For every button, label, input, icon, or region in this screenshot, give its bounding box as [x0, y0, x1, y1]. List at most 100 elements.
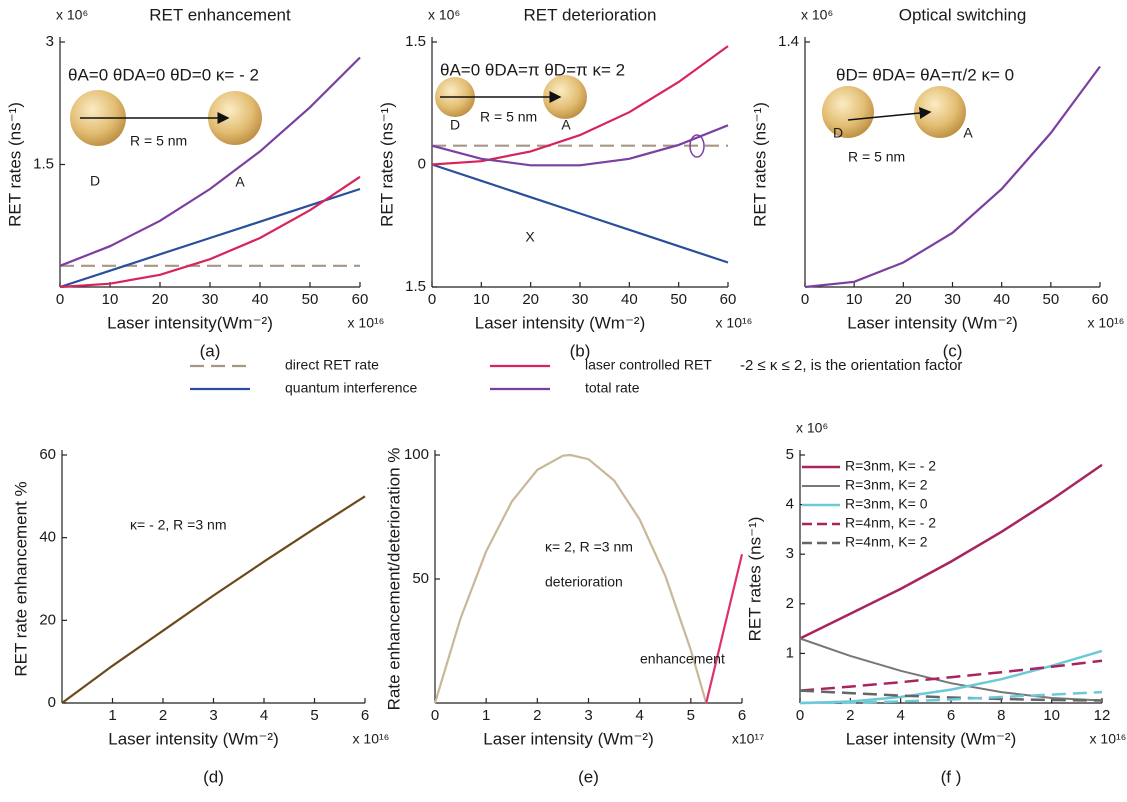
- x-tick-label: 1: [108, 707, 116, 724]
- x-tick-label: 60: [720, 291, 737, 308]
- x-tick-label: 8: [997, 707, 1005, 724]
- series-label: enhancement: [640, 651, 725, 667]
- sphere: [914, 86, 966, 138]
- x-tick-label: 5: [687, 707, 695, 724]
- series-line: [431, 45, 729, 166]
- x-tick-label: 2: [159, 707, 167, 724]
- series-line: [59, 175, 361, 289]
- x-tick-label: 0: [428, 291, 436, 308]
- y-multiplier: x 10⁶: [428, 7, 460, 23]
- annotation: D: [90, 173, 100, 189]
- series-line: [431, 163, 729, 264]
- x-tick-label: 10: [846, 291, 863, 308]
- y-tick-label: 3: [786, 545, 794, 562]
- x-axis-label: Laser intensity (Wm⁻²): [108, 729, 279, 748]
- x-multiplier: x 10¹⁶: [348, 315, 385, 331]
- y-tick-label: 40: [39, 529, 56, 546]
- annotation: θA=0 θDA=0 θD=0 κ= - 2: [68, 65, 259, 84]
- y-tick-label: 2: [786, 595, 794, 612]
- x-tick-label: 0: [431, 707, 439, 724]
- x-tick-label: 40: [252, 291, 269, 308]
- y-tick-label: 3: [46, 33, 54, 50]
- sphere: [208, 91, 262, 145]
- y-tick-label: 100: [404, 446, 429, 463]
- annotation: A: [235, 174, 245, 190]
- legend-label: R=4nm, K= - 2: [845, 515, 936, 531]
- series-line: [799, 463, 1103, 640]
- y-tick-label: 0: [418, 155, 426, 172]
- series-line: [705, 553, 744, 704]
- x-tick-label: 4: [635, 707, 643, 724]
- chart-title: RET deterioration: [524, 5, 657, 24]
- x-tick-label: 50: [670, 291, 687, 308]
- x-axis-label: Laser intensity(Wm⁻²): [107, 313, 273, 332]
- panel-label: (c): [943, 341, 963, 360]
- y-tick-label: 1.5: [405, 278, 426, 295]
- arrow: [847, 107, 932, 121]
- annotation: R = 5 nm: [130, 133, 187, 149]
- y-tick-label: 1.5: [33, 155, 54, 172]
- x-tick-label: 0: [796, 707, 804, 724]
- x-tick-label: 3: [584, 707, 592, 724]
- y-tick-label: 5: [786, 446, 794, 463]
- y-axis-label: RET rate enhancement %: [11, 481, 30, 676]
- series-line: [799, 689, 1103, 702]
- series-line: [433, 453, 708, 704]
- annotation: X: [525, 229, 535, 245]
- x-tick-label: 6: [361, 707, 369, 724]
- x-tick-label: 12: [1094, 707, 1111, 724]
- annotation: κ= 2, R =3 nm: [545, 539, 633, 555]
- legend-label: R=4nm, K= 2: [845, 534, 928, 550]
- x-tick-label: 10: [102, 291, 119, 308]
- panel-label: (e): [578, 767, 599, 786]
- annotation: D: [450, 117, 460, 133]
- x-axis-label: Laser intensity (Wm⁻²): [475, 313, 646, 332]
- x-tick-label: 3: [209, 707, 217, 724]
- y-multiplier: x 10⁶: [56, 7, 88, 23]
- annotation: D: [833, 125, 843, 141]
- x-tick-label: 40: [993, 291, 1010, 308]
- x-tick-label: 10: [1043, 707, 1060, 724]
- x-multiplier: x 10¹⁶: [716, 315, 753, 331]
- legend-label: R=3nm, K= 0: [845, 496, 928, 512]
- series-line: [799, 690, 1103, 705]
- x-axis-label: Laser intensity (Wm⁻²): [483, 729, 654, 748]
- x-multiplier: x 10¹⁶: [1090, 731, 1127, 747]
- annotation: θD= θDA= θA=π/2 κ= 0: [836, 65, 1014, 84]
- x-tick-label: 0: [56, 291, 64, 308]
- x-tick-label: 30: [202, 291, 219, 308]
- series-line: [804, 65, 1101, 289]
- x-tick-label: 2: [533, 707, 541, 724]
- x-tick-label: 20: [522, 291, 539, 308]
- x-tick-label: 5: [310, 707, 318, 724]
- y-axis-label: RET rates (ns⁻¹): [745, 517, 764, 642]
- series-line: [799, 637, 1103, 702]
- x-tick-label: 50: [302, 291, 319, 308]
- chart-title: RET enhancement: [149, 5, 291, 24]
- sphere: [822, 86, 874, 138]
- annotation: A: [963, 125, 973, 141]
- legend-label: total rate: [585, 380, 640, 396]
- panel-label: (b): [570, 341, 591, 360]
- y-axis-label: Rate enhancement/deterioration %: [384, 448, 403, 711]
- y-tick-label: 1.4: [778, 33, 799, 50]
- series-label: deterioration: [545, 574, 623, 590]
- legend-label: laser controlled RET: [585, 357, 712, 373]
- annotation: θA=0 θDA=π θD=π κ= 2: [440, 60, 625, 79]
- x-tick-label: 1: [482, 707, 490, 724]
- legend-label: R=3nm, K= - 2: [845, 458, 936, 474]
- highlight-ellipse: [689, 134, 705, 158]
- x-multiplier: x10¹⁷: [732, 731, 764, 747]
- x-tick-label: 2: [846, 707, 854, 724]
- x-tick-label: 20: [152, 291, 169, 308]
- x-tick-label: 20: [895, 291, 912, 308]
- legend-label: quantum interference: [285, 380, 418, 396]
- x-tick-label: 6: [738, 707, 746, 724]
- panel-label: (a): [200, 341, 221, 360]
- y-tick-label: 0: [48, 694, 56, 711]
- legend-note: -2 ≤ κ ≤ 2, is the orientation factor: [740, 357, 962, 374]
- legend-label: direct RET rate: [285, 357, 379, 373]
- panel-label: (d): [203, 767, 224, 786]
- chart-title: Optical switching: [899, 5, 1027, 24]
- annotation: κ= - 2, R =3 nm: [130, 517, 226, 533]
